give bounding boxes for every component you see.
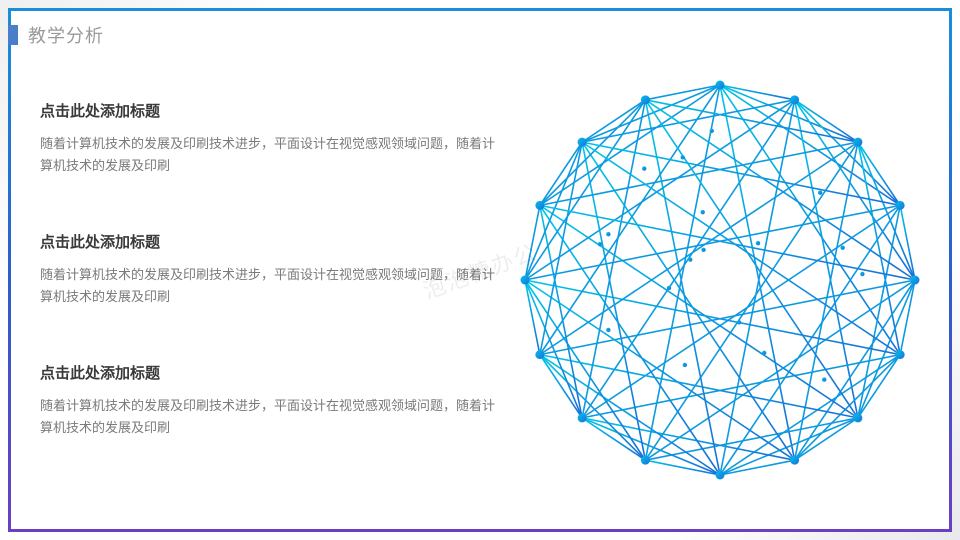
network-diagram xyxy=(510,70,930,490)
section-1: 点击此处添加标题 随着计算机技术的发展及印刷技术进步，平面设计在视觉感观领域问题… xyxy=(40,100,500,177)
section-body: 随着计算机技术的发展及印刷技术进步，平面设计在视觉感观领域问题，随着计算机技术的… xyxy=(40,264,500,308)
section-body: 随着计算机技术的发展及印刷技术进步，平面设计在视觉感观领域问题，随着计算机技术的… xyxy=(40,133,500,177)
section-2: 点击此处添加标题 随着计算机技术的发展及印刷技术进步，平面设计在视觉感观领域问题… xyxy=(40,231,500,308)
header-title: 教学分析 xyxy=(28,22,104,48)
section-title: 点击此处添加标题 xyxy=(40,231,500,252)
slide: 教学分析 点击此处添加标题 随着计算机技术的发展及印刷技术进步，平面设计在视觉感… xyxy=(0,0,960,540)
slide-header: 教学分析 xyxy=(8,22,104,48)
section-title: 点击此处添加标题 xyxy=(40,362,500,383)
section-title: 点击此处添加标题 xyxy=(40,100,500,121)
section-3: 点击此处添加标题 随着计算机技术的发展及印刷技术进步，平面设计在视觉感观领域问题… xyxy=(40,362,500,439)
text-content-column: 点击此处添加标题 随着计算机技术的发展及印刷技术进步，平面设计在视觉感观领域问题… xyxy=(40,100,500,440)
header-accent-bar xyxy=(8,25,18,45)
section-body: 随着计算机技术的发展及印刷技术进步，平面设计在视觉感观领域问题，随着计算机技术的… xyxy=(40,395,500,439)
